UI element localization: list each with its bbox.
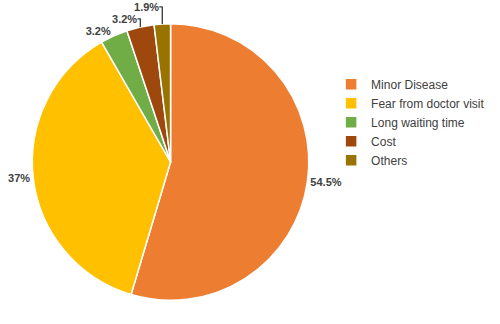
svg-text:37%: 37% bbox=[8, 172, 30, 184]
svg-text:1.9%: 1.9% bbox=[134, 1, 159, 13]
svg-text:Long waiting time: Long waiting time bbox=[371, 116, 465, 130]
svg-text:54.5%: 54.5% bbox=[310, 176, 341, 188]
svg-text:Fear from doctor visit: Fear from doctor visit bbox=[371, 97, 484, 111]
svg-text:3.2%: 3.2% bbox=[86, 25, 111, 37]
svg-text:Minor Disease: Minor Disease bbox=[371, 78, 448, 92]
svg-text:Others: Others bbox=[371, 154, 407, 168]
svg-text:3.2%: 3.2% bbox=[112, 13, 137, 25]
svg-text:Cost: Cost bbox=[371, 135, 396, 149]
